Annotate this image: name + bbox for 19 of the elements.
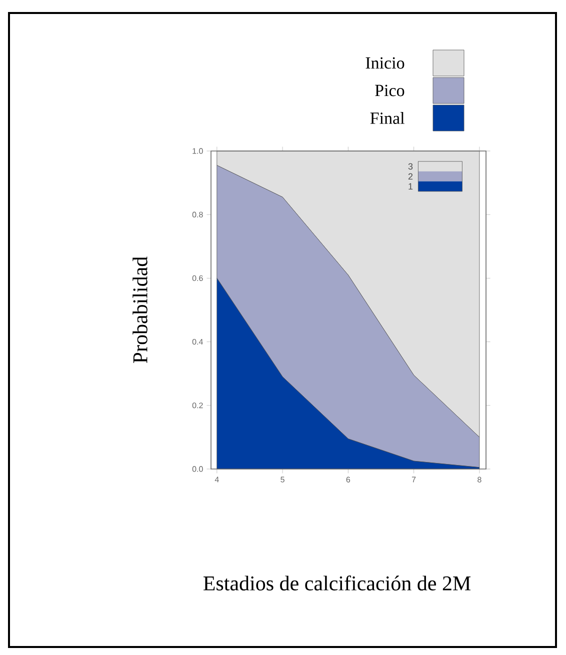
y-tick-label: 0.4 [192,338,203,345]
x-tick-label: 6 [346,476,350,482]
annotation: 3 [408,163,413,170]
legend-label: Inicio [366,57,404,69]
x-tick-label: 8 [478,476,482,482]
x-tick-label: 4 [214,476,219,482]
y-tick-label: 0.8 [192,212,203,218]
x-axis-title: Estadios de calcificación de 2M [203,575,471,590]
y-axis-title: Probabilidad [132,256,148,364]
legend-label: Pico [375,84,404,96]
annotation: 1 [408,183,413,190]
y-tick-label: 0.0 [192,466,203,472]
legend-label: Final [370,112,404,124]
x-tick-label: 5 [280,476,284,482]
annotation: 2 [408,173,413,180]
y-tick-label: 1.0 [192,148,203,154]
y-tick-label: 0.2 [192,402,203,408]
x-tick-label: 7 [412,476,416,482]
y-tick-label: 0.6 [192,275,203,282]
